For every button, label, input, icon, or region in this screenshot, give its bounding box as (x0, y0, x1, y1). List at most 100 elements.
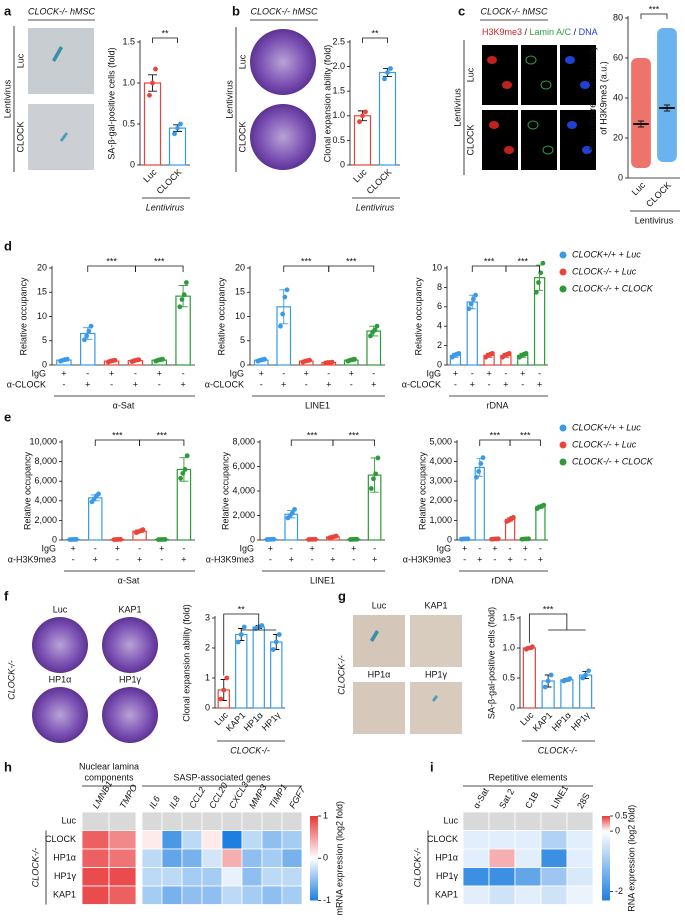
heatmap-cell (566, 848, 594, 868)
condition-sign: + (507, 554, 512, 564)
heatmap-cell (462, 848, 490, 868)
significance-bracket (471, 265, 507, 272)
y-tick-label: 0 (205, 702, 210, 712)
column-label: MMP3 (247, 783, 269, 811)
condition-sign: - (538, 368, 541, 378)
heatmap-cell (241, 848, 263, 868)
data-point (96, 491, 101, 497)
heatmap-cell (108, 885, 137, 905)
y-tick-label: 0 (510, 702, 515, 712)
heatmap-cell (540, 867, 568, 887)
significance-label: *** (484, 256, 495, 266)
significance-bracket (290, 439, 334, 446)
significance-bracket (94, 439, 140, 446)
y-tick-label: 2 (205, 642, 210, 652)
data-point (548, 672, 554, 678)
data-point (473, 292, 478, 298)
row-label: CLOCK (427, 834, 458, 844)
legend-swatch (559, 424, 567, 432)
heatmap-cell (108, 867, 137, 887)
y-axis-label: SA-β-gal-positive cells (fold) (486, 607, 496, 719)
x-tick-label: HP1α (550, 710, 573, 733)
heatmap-cell (141, 848, 163, 868)
data-point (282, 294, 288, 300)
heatmap-cell (221, 867, 243, 887)
panel-letter: i (430, 759, 434, 774)
significance-label: ** (371, 28, 379, 38)
column-label: IL8 (167, 794, 182, 810)
condition-sign: + (371, 379, 376, 389)
significance-label: ** (238, 604, 246, 614)
bar (560, 679, 574, 709)
heatmap-cell (261, 848, 283, 868)
condition-sign: + (486, 368, 491, 378)
data-point (262, 356, 267, 362)
row-label: HP1γ (54, 871, 77, 881)
significance-label: *** (106, 256, 117, 266)
condition-sign: - (521, 379, 524, 389)
data-point (476, 469, 482, 474)
legend-swatch (559, 268, 567, 276)
y-tick-label: 15 (37, 287, 47, 297)
heatmap-cell (201, 848, 223, 868)
heatmap-cell (488, 867, 516, 887)
group-title: SASP-associated genes (173, 772, 271, 782)
data-point (536, 280, 541, 285)
legend-label: CLOCK-/- + CLOCK (572, 456, 654, 466)
panel-header: CLOCK-/- hMSC (28, 6, 96, 16)
data-point (278, 323, 283, 329)
row-label: CLOCK (237, 121, 247, 152)
data-point (147, 92, 152, 98)
condition-sign: - (524, 554, 527, 564)
column-label: FGF7 (287, 784, 308, 810)
data-point (586, 668, 592, 674)
condition-sign: + (503, 379, 508, 389)
data-point (468, 301, 474, 307)
data-point (276, 632, 282, 637)
panel-letter: h (4, 759, 12, 774)
y-axis-label: Clonal expansion ability (fold) (322, 45, 332, 163)
column-label: IL6 (147, 794, 162, 810)
colorbar-tick-label: 0 (615, 825, 620, 835)
condition-sign: + (61, 368, 66, 378)
condition-sign: - (311, 554, 314, 564)
y-tick-label: 2.5 (332, 36, 345, 46)
condition-sign: - (94, 543, 97, 553)
bar (535, 506, 546, 541)
data-point (73, 537, 79, 542)
condition-label: IgG (41, 543, 56, 553)
y-tick-label: 3 (205, 612, 210, 622)
y-axis-label: Relative occupancy (18, 277, 28, 356)
data-point (357, 119, 362, 125)
condition-sign: - (509, 543, 512, 553)
condition-sign: + (326, 379, 331, 389)
condition-sign: + (462, 543, 467, 553)
heatmap-cell (462, 885, 490, 905)
data-point (86, 328, 92, 334)
condition-label: α-CLOCK (7, 379, 46, 389)
data-point (160, 356, 165, 362)
y-axis-label: of H3K9me3 (a.u.) (598, 61, 608, 135)
condition-sign: - (493, 554, 496, 564)
data-point (88, 323, 94, 329)
condition-sign: + (93, 554, 98, 564)
data-point (307, 357, 312, 363)
colorbar-label: RNA expression (log2 fold) (626, 805, 636, 912)
condition-label: α-H3K9me3 (206, 554, 254, 564)
data-point (271, 536, 277, 542)
stain-header: H3K9me3 / Lamin A/C / DNA (482, 27, 598, 37)
heatmap-cell (161, 830, 183, 850)
y-tick-label: 5,000 (429, 436, 452, 446)
heatmap-cell (514, 848, 542, 868)
significance-label: *** (348, 430, 359, 440)
significance-label: *** (112, 430, 123, 440)
data-point (224, 675, 230, 681)
x-tick-label: Luc (630, 180, 648, 198)
condition-sign: + (523, 543, 528, 553)
colorbar-tick-label: 1 (323, 810, 328, 820)
panel-letter: d (4, 238, 12, 253)
data-point (112, 357, 118, 363)
data-point (538, 270, 544, 276)
data-point (529, 644, 535, 650)
y-tick-label: 8,000 (232, 436, 255, 446)
